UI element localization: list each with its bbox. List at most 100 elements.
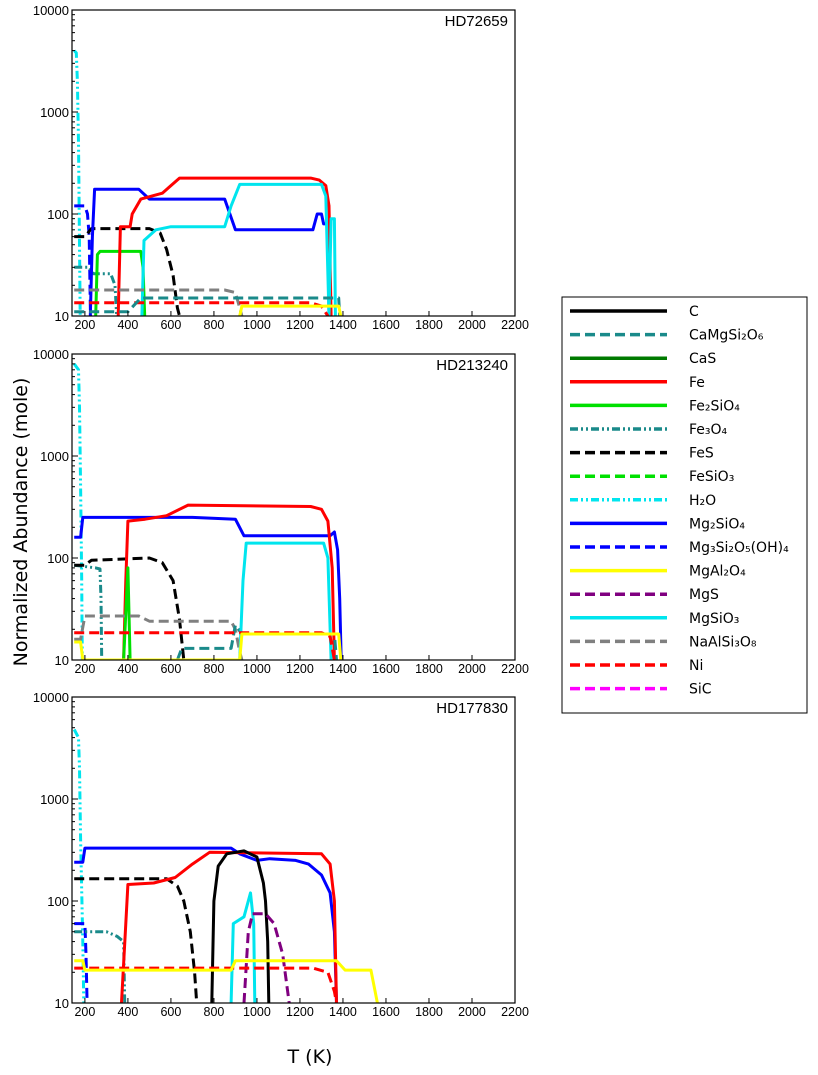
x-tick-label: 1400 <box>329 318 357 332</box>
legend-label-fesio3: FeSiO₃ <box>689 469 734 485</box>
legend-label-mg3si2o5-oh-4: Mg₃Si₂O₅(OH)₄ <box>689 540 789 556</box>
panel-title: HD177830 <box>436 700 508 717</box>
legend-label-ni: Ni <box>689 658 703 674</box>
y-tick-label: 10000 <box>33 3 69 18</box>
legend-label-mgs: MgS <box>689 587 719 603</box>
y-tick-label: 10 <box>55 309 69 324</box>
y-tick-label: 10000 <box>33 690 69 705</box>
series-fes <box>74 877 199 1003</box>
legend-label-cas: CaS <box>689 351 716 367</box>
series-mgal2o4 <box>238 304 343 316</box>
series-h2o <box>72 728 86 1003</box>
x-tick-label: 600 <box>160 662 181 676</box>
x-tick-label: 1000 <box>243 662 271 676</box>
series-mg2sio4 <box>74 846 338 1003</box>
legend-label-fe: Fe <box>689 375 705 391</box>
x-tick-label: 1600 <box>372 1005 400 1019</box>
series-ni <box>74 631 336 660</box>
y-tick-label: 100 <box>47 207 69 222</box>
series-mgsio3 <box>238 541 333 660</box>
legend-label-mgal2o4: MgAl₂O₄ <box>689 564 746 580</box>
x-tick-label: 2200 <box>501 318 529 332</box>
y-tick-label: 10 <box>55 653 69 668</box>
x-tick-label: 1600 <box>372 662 400 676</box>
x-tick-label: 800 <box>204 318 225 332</box>
x-tick-label: 600 <box>160 1005 181 1019</box>
series-mg3si2o5-oh-4 <box>74 204 92 316</box>
legend-label-h2o: H₂O <box>689 493 716 509</box>
series-mgsio3 <box>229 891 257 1003</box>
x-tick-label: 1800 <box>415 662 443 676</box>
legend-label-mg2sio4: Mg₂SiO₄ <box>689 516 745 532</box>
x-tick-label: 2000 <box>458 662 486 676</box>
y-tick-label: 10 <box>55 996 69 1011</box>
series-fes <box>74 556 186 660</box>
x-tick-label: 2000 <box>458 1005 486 1019</box>
series-h2o <box>73 49 82 316</box>
series-ni <box>74 966 338 1003</box>
x-tick-label: 800 <box>204 1005 225 1019</box>
x-tick-label: 1000 <box>243 1005 271 1019</box>
y-tick-label: 1000 <box>40 449 69 464</box>
x-tick-label: 200 <box>74 318 95 332</box>
series-camgsi2o6 <box>74 296 342 316</box>
series-fe3o4 <box>74 930 127 1003</box>
y-tick-label: 10000 <box>33 347 69 362</box>
panel-title: HD72659 <box>445 13 508 30</box>
legend-label-mgsio3: MgSiO₃ <box>689 611 739 627</box>
series-fe3o4 <box>74 265 119 316</box>
chart-panel-hd72659: 200 400 600 800 1000 1200 1400 1600 1800 2000 2200… <box>33 3 529 332</box>
plot-frame <box>71 9 516 317</box>
series-fe <box>116 176 333 316</box>
legend-label-sic: SiC <box>689 682 712 698</box>
series-naalsi3o8 <box>74 614 244 660</box>
x-tick-label: 1200 <box>286 1005 314 1019</box>
x-tick-label: 2000 <box>458 318 486 332</box>
y-tick-label: 100 <box>47 894 69 909</box>
chart-panel-hd213240: 200 400 600 800 1000 1200 1400 1600 1800 2000 2200… <box>33 347 529 676</box>
x-tick-label: 2200 <box>501 662 529 676</box>
x-tick-label: 2200 <box>501 1005 529 1019</box>
x-tick-label: 1200 <box>286 662 314 676</box>
series-mgal2o4 <box>74 959 379 1003</box>
x-tick-label: 400 <box>117 1005 138 1019</box>
series-h2o <box>72 363 84 660</box>
x-tick-label: 200 <box>74 1005 95 1019</box>
x-axis-title: T (K) <box>287 1046 333 1068</box>
series-mg3si2o5-oh-4 <box>74 922 89 1003</box>
series-camgsi2o6 <box>175 623 338 660</box>
x-tick-label: 600 <box>160 318 181 332</box>
x-tick-label: 1600 <box>372 318 400 332</box>
chart-panel-hd177830: 200 400 600 800 1000 1200 1400 1600 1800 2000 2200… <box>33 690 529 1019</box>
x-tick-label: 200 <box>74 662 95 676</box>
legend-box <box>561 296 808 714</box>
legend: C CaMgSi₂O₆ CaS Fe Fe₂SiO₄ Fe₃O₄ FeS FeSiO₃ H₂O M… <box>561 296 808 714</box>
series-c <box>210 849 271 1003</box>
y-tick-label: 1000 <box>40 792 69 807</box>
legend-label-fe3o4: Fe₃O₄ <box>689 422 728 438</box>
plot-frame <box>71 353 516 661</box>
legend-label-c: C <box>689 304 699 320</box>
x-tick-label: 1000 <box>243 318 271 332</box>
y-axis-title: Normalized Abundance (mole) <box>10 377 32 667</box>
series-ni <box>74 301 330 316</box>
x-tick-label: 1800 <box>415 1005 443 1019</box>
series-fe3o4 <box>74 563 104 660</box>
panel-title: HD213240 <box>436 357 508 374</box>
series-fe2sio4 <box>122 566 132 660</box>
x-tick-label: 1400 <box>329 662 357 676</box>
series-fe <box>120 850 338 1003</box>
series-mg2sio4 <box>88 187 331 316</box>
x-tick-label: 1200 <box>286 318 314 332</box>
legend-label-naalsi3o8: NaAlSi₃O₈ <box>689 634 757 650</box>
x-tick-label: 400 <box>117 662 138 676</box>
legend-label-fe2sio4: Fe₂SiO₄ <box>689 398 740 414</box>
series-mgal2o4 <box>74 632 343 660</box>
series-fe <box>122 503 336 660</box>
series-mg2sio4 <box>74 515 343 660</box>
x-tick-label: 400 <box>117 318 138 332</box>
y-tick-label: 1000 <box>40 105 69 120</box>
legend-label-fes: FeS <box>689 446 714 462</box>
series-mgsio3 <box>140 182 337 316</box>
